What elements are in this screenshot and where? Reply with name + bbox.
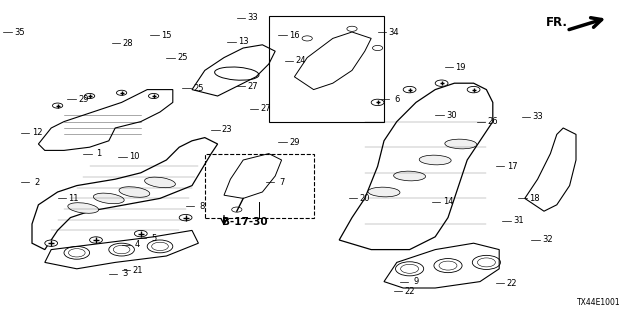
Text: TX44E1001: TX44E1001 xyxy=(577,298,621,307)
Bar xyxy=(205,154,314,218)
Text: B-17-30: B-17-30 xyxy=(221,217,268,228)
Text: 35: 35 xyxy=(14,28,24,36)
Ellipse shape xyxy=(445,139,477,149)
Text: 9: 9 xyxy=(413,277,419,286)
Text: 14: 14 xyxy=(443,197,453,206)
Text: 32: 32 xyxy=(542,236,552,244)
Text: 29: 29 xyxy=(78,95,88,104)
Text: 4: 4 xyxy=(135,240,140,249)
Circle shape xyxy=(179,214,192,221)
Text: 22: 22 xyxy=(507,279,517,288)
Circle shape xyxy=(84,93,95,99)
Circle shape xyxy=(52,103,63,108)
Text: 26: 26 xyxy=(488,117,498,126)
Circle shape xyxy=(148,93,159,99)
Text: 28: 28 xyxy=(123,39,133,48)
Circle shape xyxy=(467,86,480,93)
Text: 6: 6 xyxy=(394,95,399,104)
Circle shape xyxy=(90,237,102,243)
Ellipse shape xyxy=(419,155,451,165)
Text: 20: 20 xyxy=(360,194,370,203)
Circle shape xyxy=(371,99,384,106)
Bar xyxy=(269,16,384,122)
Text: 2: 2 xyxy=(35,178,40,187)
Text: 10: 10 xyxy=(129,152,140,161)
Circle shape xyxy=(116,90,127,95)
Ellipse shape xyxy=(145,177,175,188)
Circle shape xyxy=(232,207,242,212)
Text: 18: 18 xyxy=(529,194,540,203)
Ellipse shape xyxy=(93,193,124,204)
Text: 15: 15 xyxy=(161,31,172,40)
Text: FR.: FR. xyxy=(546,16,568,29)
Text: 25: 25 xyxy=(193,84,204,92)
Text: 33: 33 xyxy=(532,112,543,121)
Circle shape xyxy=(403,86,416,93)
Text: 13: 13 xyxy=(238,37,248,46)
Text: 11: 11 xyxy=(68,194,79,203)
Circle shape xyxy=(372,45,383,51)
Text: 12: 12 xyxy=(32,128,42,137)
Text: 27: 27 xyxy=(260,104,271,113)
Text: 17: 17 xyxy=(507,162,517,171)
Text: 22: 22 xyxy=(404,287,415,296)
Circle shape xyxy=(347,26,357,31)
Text: 7: 7 xyxy=(279,178,284,187)
Circle shape xyxy=(45,240,58,246)
Text: 34: 34 xyxy=(388,28,399,36)
Text: 16: 16 xyxy=(289,31,300,40)
Text: 25: 25 xyxy=(177,53,188,62)
Text: 24: 24 xyxy=(296,56,306,65)
Text: 19: 19 xyxy=(456,63,466,72)
Text: 31: 31 xyxy=(513,216,524,225)
Text: 30: 30 xyxy=(446,111,456,120)
Text: 33: 33 xyxy=(248,13,258,22)
Text: 8: 8 xyxy=(199,202,204,211)
Text: 21: 21 xyxy=(132,266,143,275)
Ellipse shape xyxy=(394,171,426,181)
Circle shape xyxy=(302,36,312,41)
Text: 5: 5 xyxy=(151,234,156,243)
Text: 23: 23 xyxy=(222,125,232,134)
Text: 29: 29 xyxy=(289,138,300,147)
Ellipse shape xyxy=(68,203,99,213)
Text: 3: 3 xyxy=(122,269,127,278)
Text: 1: 1 xyxy=(97,149,102,158)
Ellipse shape xyxy=(368,187,400,197)
Circle shape xyxy=(134,230,147,237)
Circle shape xyxy=(435,80,448,86)
Text: 27: 27 xyxy=(248,82,258,91)
Ellipse shape xyxy=(119,187,150,197)
